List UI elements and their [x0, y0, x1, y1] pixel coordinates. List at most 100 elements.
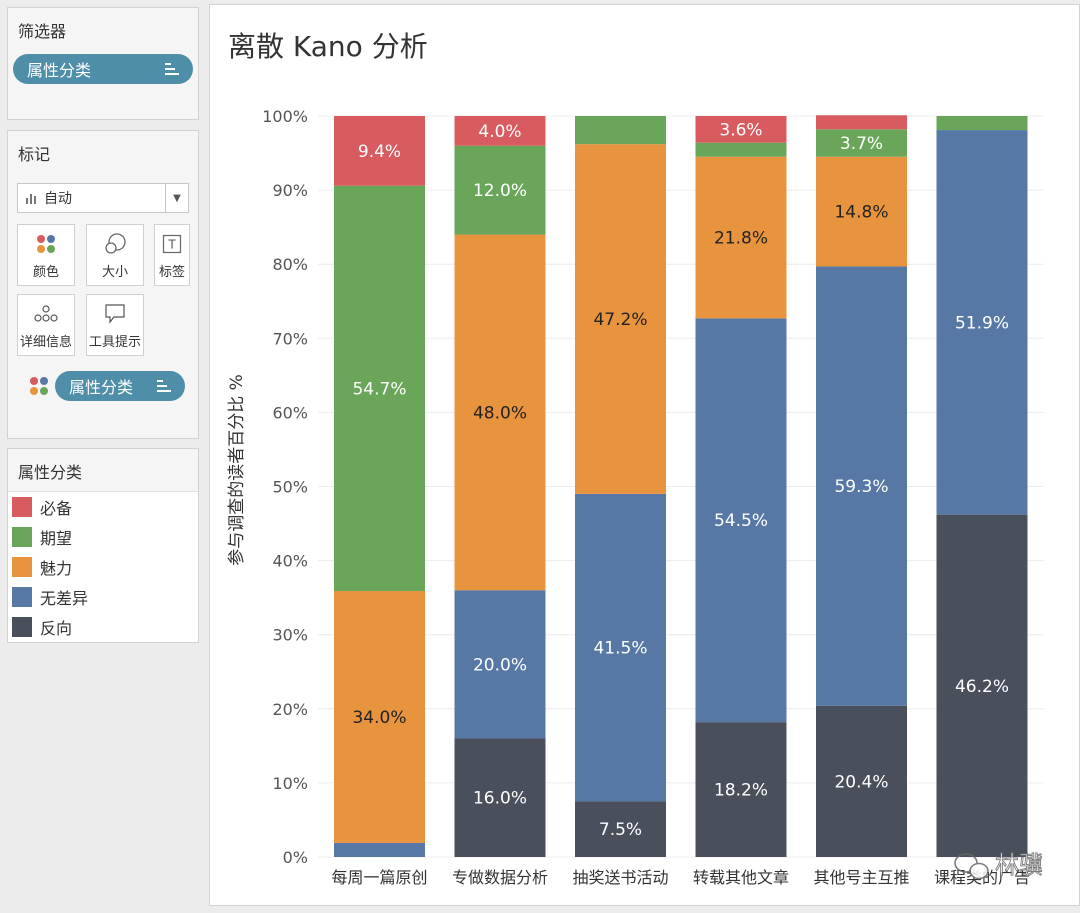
- legend-swatch: [12, 557, 32, 577]
- legend-swatch: [12, 587, 32, 607]
- detail-dots-icon: [33, 301, 59, 327]
- data-label: 9.4%: [358, 142, 401, 162]
- legend-item[interactable]: 魅力: [12, 553, 72, 581]
- speech-bubble-icon: [104, 301, 126, 327]
- data-label: 7.5%: [599, 820, 642, 840]
- y-tick-label: 40%: [272, 552, 308, 571]
- bar-segment: [816, 115, 907, 130]
- bar-segment: [936, 130, 1028, 515]
- x-tick-label: 其他号主互推: [813, 868, 909, 887]
- bar-chart-icon: [26, 192, 36, 204]
- bar-segment: [454, 738, 546, 857]
- bar-segment: [695, 156, 787, 319]
- bar-segment: [936, 514, 1028, 857]
- text-label-icon: T: [162, 231, 182, 257]
- color-palette-icon: [35, 231, 57, 257]
- bar-segment: [575, 493, 666, 802]
- marks-pill-label: 属性分类: [69, 378, 134, 397]
- legend-title: 属性分类: [8, 449, 198, 492]
- bar-segment: [454, 116, 546, 146]
- legend-item[interactable]: 期望: [12, 523, 72, 551]
- filters-title: 筛选器: [18, 22, 67, 41]
- chart-title: 离散 Kano 分析: [228, 30, 428, 63]
- data-label: 20.0%: [473, 655, 527, 675]
- y-tick-label: 80%: [272, 255, 308, 274]
- bar-segment: [695, 142, 787, 157]
- y-axis-label: 参与调查的读者百分比 %: [227, 374, 247, 566]
- bars: 34.0% 54.7% 9.4% 16.0% 20.0% 48.0% 12.0% 4.0% 7.…: [334, 115, 1028, 857]
- detail-button[interactable]: 详细信息: [17, 294, 75, 356]
- legend-swatch: [12, 497, 32, 517]
- stacked-bar-chart: 0% 10% 20% 30% 40% 50% 60% 70% 80% 90% 100% 参与调查的读…: [227, 107, 1044, 887]
- color-button-label: 颜色: [32, 264, 59, 280]
- y-axis-ticks: 0% 10% 20% 30% 40% 50% 60% 70% 80% 90% 100%: [262, 107, 308, 867]
- label-button[interactable]: T 标签: [154, 224, 190, 286]
- legend-swatch: [12, 527, 32, 547]
- data-label: 20.4%: [834, 772, 888, 792]
- legend-panel: 属性分类 必备 期望 魅力 无差异 反向: [7, 448, 199, 643]
- data-label: 46.2%: [955, 677, 1009, 697]
- marks-color-pill[interactable]: 属性分类: [55, 371, 185, 401]
- x-tick-label: 抽奖送书活动: [572, 868, 668, 887]
- data-label: 51.9%: [955, 313, 1009, 333]
- gridlines: [318, 115, 1044, 858]
- legend-item[interactable]: 无差异: [12, 583, 88, 611]
- tooltip-button-label: 工具提示: [88, 334, 141, 350]
- legend-item-label: 无差异: [40, 589, 89, 608]
- legend-item[interactable]: 必备: [12, 493, 72, 521]
- data-label: 14.8%: [834, 203, 888, 223]
- color-palette-icon: [28, 375, 50, 401]
- data-label: 16.0%: [473, 789, 527, 809]
- chart-panel: 离散 Kano 分析 0% 10% 20% 30% 40% 50% 60% 70% 80% 90%…: [209, 4, 1080, 906]
- marks-title: 标记: [18, 145, 51, 164]
- sort-icon: [165, 63, 179, 75]
- watermark-text: 林骥: [995, 851, 1043, 879]
- y-tick-label: 60%: [272, 403, 308, 422]
- data-label: 21.8%: [714, 229, 768, 249]
- bar-segment: [454, 145, 546, 235]
- x-tick-label: 转载其他文章: [693, 868, 789, 887]
- legend-item[interactable]: 反向: [12, 613, 72, 641]
- filters-panel: 筛选器 属性分类: [7, 7, 199, 120]
- wechat-icon: [954, 853, 989, 880]
- x-tick-label: 专做数据分析: [452, 868, 548, 887]
- bar-segment: [695, 116, 787, 143]
- bar-segment: [334, 590, 425, 843]
- bar-segment: [695, 318, 787, 723]
- bar-segment: [454, 590, 546, 739]
- data-label: 12.0%: [473, 181, 527, 201]
- color-button[interactable]: 颜色: [17, 224, 75, 286]
- size-button[interactable]: 大小: [86, 224, 144, 286]
- mark-type-dropdown[interactable]: 自动 ▼: [17, 183, 189, 213]
- data-label: 54.5%: [714, 511, 768, 531]
- tooltip-button[interactable]: 工具提示: [86, 294, 144, 356]
- data-label: 41.5%: [593, 639, 647, 659]
- x-axis-ticks: 每周一篇原创专做数据分析抽奖送书活动转载其他文章其他号主互推课程类的广告: [331, 868, 1030, 887]
- label-button-label: 标签: [158, 264, 185, 280]
- bar-segment: [334, 185, 425, 591]
- data-label: 3.7%: [840, 134, 883, 154]
- y-tick-label: 0%: [283, 848, 308, 867]
- y-tick-label: 20%: [272, 700, 308, 719]
- x-tick-label: 每周一篇原创: [331, 868, 427, 887]
- bar-segment: [334, 116, 425, 186]
- detail-button-label: 详细信息: [19, 334, 72, 350]
- y-tick-label: 100%: [262, 107, 308, 126]
- legend-item-label: 期望: [40, 529, 73, 548]
- bar-segment: [334, 842, 425, 857]
- bar-segment: [816, 129, 907, 157]
- marks-panel: 标记 自动 ▼ 颜色 大小 T 标签 详细信息 工具提示: [7, 130, 199, 439]
- bar-segment: [936, 116, 1028, 131]
- legend-item-label: 魅力: [40, 559, 73, 578]
- y-tick-label: 70%: [272, 329, 308, 348]
- bar-segment: [454, 234, 546, 591]
- bar-segment: [575, 116, 666, 145]
- legend-item-label: 必备: [40, 499, 73, 518]
- data-label: 4.0%: [478, 122, 521, 142]
- y-tick-label: 30%: [272, 626, 308, 645]
- filter-pill-label: 属性分类: [27, 61, 92, 80]
- filter-pill-attribute[interactable]: 属性分类: [13, 54, 193, 84]
- bar-segment: [575, 144, 666, 494]
- chevron-down-icon[interactable]: ▼: [165, 184, 188, 212]
- data-label: 48.0%: [473, 403, 527, 423]
